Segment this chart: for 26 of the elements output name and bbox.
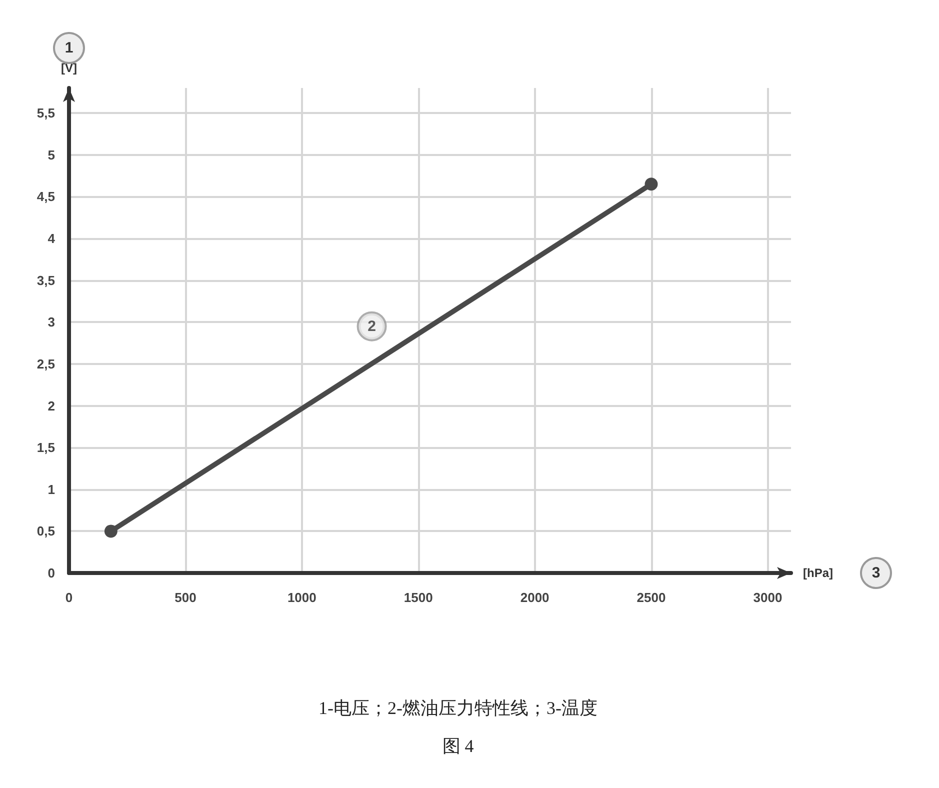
x-tick-label: 500 bbox=[174, 590, 196, 605]
annotation: 2 bbox=[368, 318, 376, 335]
x-tick-label: 2000 bbox=[520, 590, 550, 605]
text: 1 bbox=[64, 40, 74, 56]
y-tick-label: 1,5 bbox=[36, 440, 55, 456]
y-tick-label: 3 bbox=[48, 314, 55, 330]
y-tick-label: 4 bbox=[48, 231, 56, 246]
x-tick-label: 1000 bbox=[287, 590, 316, 605]
y-tick-label: 2 bbox=[48, 398, 55, 414]
y-tick-label: 2,5 bbox=[36, 356, 55, 372]
x-tick-label: 0 bbox=[65, 590, 73, 605]
y-tick-label: 0,5 bbox=[36, 524, 55, 539]
text: 3 bbox=[872, 564, 880, 582]
y-tick-label: 4,5 bbox=[36, 189, 55, 204]
x-tick-label: 3000 bbox=[753, 590, 782, 605]
y-tick-label: 1 bbox=[48, 482, 55, 497]
y-tick-label: 0 bbox=[48, 566, 55, 580]
y-tick-label: 5,5 bbox=[36, 106, 55, 121]
caption: 图 4 bbox=[442, 736, 474, 756]
y-axis-title: [V] bbox=[61, 61, 77, 75]
y-tick-label: 5 bbox=[48, 147, 55, 162]
x-tick-label: 2500 bbox=[636, 590, 666, 605]
text: 1-电压；2-燃油压力特性线；3-温度 bbox=[318, 698, 598, 718]
y-tick-label: 3,5 bbox=[36, 272, 55, 288]
x-axis-title: [hPa] bbox=[803, 566, 834, 580]
x-tick-label: 1500 bbox=[404, 590, 433, 605]
